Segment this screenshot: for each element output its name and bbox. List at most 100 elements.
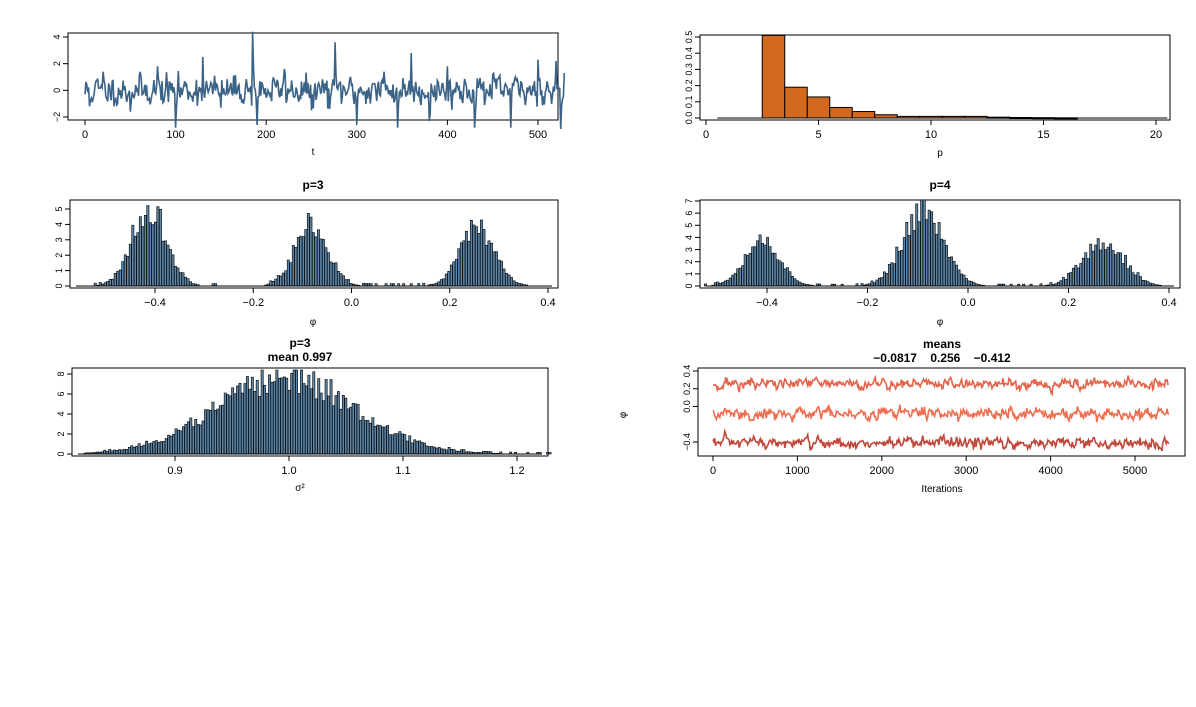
phi-p4-bar (1096, 238, 1100, 287)
sigma-histogram-bar (103, 449, 107, 455)
sigma-histogram-bar (346, 408, 350, 455)
phi-p4-bar (716, 281, 720, 287)
phi-p4-bar (870, 280, 874, 287)
trace-ylabel: φ (618, 411, 629, 418)
phi-p3-bar (181, 272, 185, 287)
phi-p4-bar (873, 282, 876, 287)
phi-p3-bar (505, 272, 508, 287)
sigma-histogram-bar (140, 445, 144, 455)
sigma-histogram-bar (317, 378, 321, 455)
sigma-histogram-bar (396, 433, 399, 455)
sigma-histogram-title: p=3 (289, 336, 310, 350)
sigma-histogram-bar (356, 404, 360, 455)
p-histogram-xtick-label: 5 (815, 129, 821, 141)
phi-p3-bar (474, 226, 478, 287)
sigma-histogram-bar (108, 449, 112, 455)
sigma-histogram-bar (152, 441, 156, 455)
sigma-histogram-bar (216, 408, 220, 455)
phi-p3-bar (186, 278, 190, 287)
sigma-histogram-bar (366, 420, 370, 455)
sigma-histogram-bar (201, 420, 205, 455)
phi-p4-bar (790, 275, 794, 287)
sigma-histogram-ytick-label: 8 (56, 371, 66, 376)
phi-p3-bar (156, 206, 160, 287)
phi-p3-bar (131, 224, 135, 287)
phi-p4-bar (1066, 273, 1070, 287)
phi-p4-bar (1086, 258, 1090, 287)
phi-p3-bar (339, 273, 343, 287)
phi-p3-bar (271, 281, 275, 287)
phi-p3-xtick-label: −0.4 (144, 297, 166, 309)
phi-p3-bar (279, 275, 283, 287)
sigma-histogram-bar (425, 445, 429, 455)
timeseries-ytick-label: −2 (52, 112, 62, 122)
phi-p4-bar (771, 252, 774, 287)
trace-line-phi2 (712, 403, 1170, 424)
sigma-histogram-bar (157, 441, 161, 455)
sigma-histogram-bar (260, 369, 264, 455)
sigma-histogram-bar (378, 425, 382, 455)
panel-trace: means −0.0817 0.256 −0.412 0 1000 2000 3000… (618, 337, 1186, 495)
sigma-histogram-ytick-label: 2 (56, 431, 66, 436)
phi-p4-bar (1121, 263, 1125, 287)
phi-p3-bar (462, 240, 466, 287)
p-histogram-bar (1054, 117, 1078, 120)
sigma-histogram-bar (150, 442, 153, 455)
sigma-histogram-bar (381, 426, 385, 455)
sigma-histogram-bar (142, 444, 146, 455)
phi-p4-bar (726, 279, 730, 287)
sigma-histogram-bar (300, 369, 303, 455)
phi-p3-bar (439, 279, 443, 287)
sigma-histogram-bar (391, 434, 394, 455)
phi-p3-bar (141, 226, 145, 287)
sigma-histogram-xtick-label: 1.2 (509, 465, 524, 477)
p-histogram-bar (806, 96, 831, 119)
sigma-histogram-bar (209, 409, 212, 455)
phi-p4-bar (1076, 267, 1080, 287)
trace-plot: 0 1000 2000 3000 4000 5000 −0.4 0.0 0.2 0.4 (682, 365, 1186, 477)
phi-p3-bar (113, 272, 117, 287)
sigma-histogram-bar (172, 433, 175, 455)
phi-p3-bar (452, 261, 456, 287)
phi-p4-bar (766, 237, 769, 287)
sigma-histogram-ytick-label: 4 (56, 411, 66, 416)
phi-p3-bar (477, 233, 481, 287)
trace-line-phi1 (712, 374, 1170, 397)
phi-p3-bar (98, 282, 102, 287)
sigma-histogram-bar (383, 426, 387, 455)
p-histogram-xtick-label: 10 (925, 129, 937, 141)
sigma-histogram-bar (120, 449, 124, 455)
phi-p4-bar (922, 199, 926, 287)
phi-p4-bar (1111, 250, 1115, 287)
trace-ytick-label: 0.4 (682, 365, 692, 378)
phi-p3-bar (143, 215, 147, 287)
sigma-histogram-bar (204, 409, 207, 455)
trace-xlabel: Iterations (921, 484, 962, 495)
trace-xtick-label: 4000 (1038, 465, 1062, 477)
phi-p3-bar (286, 259, 290, 287)
phi-p4-bar (947, 257, 951, 287)
phi-p3-bar (502, 268, 506, 287)
sigma-histogram-bar (125, 449, 129, 455)
phi-p3-bar (136, 232, 140, 287)
trace-title: means (923, 337, 961, 351)
sigma-histogram-bar (361, 416, 365, 455)
phi-p3-bar (467, 240, 471, 287)
sigma-histogram-bar (447, 446, 451, 455)
phi-p4-bar (1091, 250, 1095, 287)
phi-p3-bar (500, 260, 503, 287)
sigma-histogram-bar (280, 377, 284, 455)
phi-p4-bar (736, 268, 740, 287)
sigma-histogram-xlabel: σ² (295, 483, 305, 494)
sigma-histogram-subtitle: mean 0.997 (268, 350, 333, 364)
phi-p3-bar (133, 235, 137, 287)
sigma-histogram-bar (270, 381, 274, 455)
phi-p3-frame (69, 199, 559, 289)
sigma-histogram-bar (196, 424, 200, 455)
sigma-histogram-bar (423, 442, 426, 455)
phi-p4-bar (728, 277, 732, 287)
p-histogram-bar (761, 34, 786, 119)
phi-p3-bar (480, 219, 483, 287)
phi-p4-ytick-label: 3 (684, 247, 694, 252)
p-histogram-plot: 0 5 10 15 20 0.0 0.1 0.2 0.3 0.4 0.5 (684, 31, 1171, 141)
